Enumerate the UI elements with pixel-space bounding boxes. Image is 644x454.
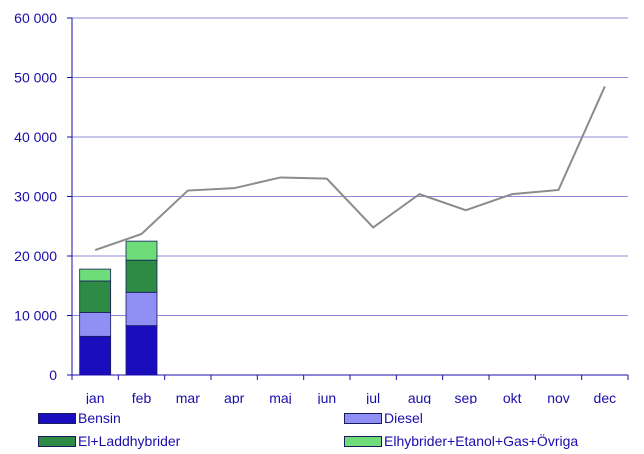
legend-swatch bbox=[344, 435, 382, 447]
bar-segment bbox=[79, 312, 112, 337]
x-tick-label: mar bbox=[176, 390, 200, 404]
legend-label: Diesel bbox=[384, 410, 423, 426]
x-tick-label: nov bbox=[547, 390, 570, 404]
legend-swatch bbox=[38, 412, 76, 424]
y-tick-label: 0 bbox=[49, 367, 57, 383]
y-tick-labels: 0 10 000 20 000 30 000 40 000 50 000 60 000 bbox=[14, 10, 57, 383]
legend-item-elhybrider-etanol-gas-ovriga: Elhybrider+Etanol+Gas+Övriga bbox=[344, 431, 578, 451]
x-tick-labels: jan feb mar apr maj jun jul aug sep okt nov dec bbox=[85, 390, 616, 404]
y-tick-label: 30 000 bbox=[14, 189, 57, 205]
x-tick-label: apr bbox=[224, 390, 245, 404]
legend: Bensin Diesel El+Laddhybrider Elhybrider… bbox=[0, 406, 644, 454]
legend-swatch bbox=[344, 412, 382, 424]
x-tick-label: sep bbox=[455, 390, 478, 404]
bar-segment bbox=[125, 325, 158, 376]
legend-label: El+Laddhybrider bbox=[78, 433, 181, 449]
bar-segment bbox=[125, 259, 158, 293]
bar-segment bbox=[125, 240, 158, 261]
x-tick-label: maj bbox=[269, 390, 292, 404]
chart: 0 10 000 20 000 30 000 40 000 50 000 60 000 ja… bbox=[14, 10, 629, 404]
y-tick-label: 20 000 bbox=[14, 248, 57, 264]
bar-segment bbox=[79, 268, 112, 282]
x-tick-label: okt bbox=[503, 390, 522, 404]
y-tick-label: 50 000 bbox=[14, 70, 57, 86]
legend-label: Bensin bbox=[78, 410, 121, 426]
legend-item-el-laddhybrider: El+Laddhybrider bbox=[38, 431, 180, 451]
x-tick-label: feb bbox=[132, 390, 152, 404]
y-tick-label: 60 000 bbox=[14, 10, 57, 26]
x-tick-label: jan bbox=[85, 390, 105, 404]
line-path bbox=[94, 86, 606, 251]
y-tick-label: 10 000 bbox=[14, 308, 57, 324]
bar-segment bbox=[79, 280, 112, 313]
axes bbox=[67, 17, 629, 380]
gridlines bbox=[72, 17, 628, 316]
x-tick-label: jul bbox=[365, 390, 380, 404]
legend-swatch bbox=[38, 435, 76, 447]
x-tick-label: aug bbox=[408, 390, 431, 404]
line-series bbox=[94, 86, 606, 251]
legend-item-bensin: Bensin bbox=[38, 408, 121, 428]
bars bbox=[79, 240, 158, 376]
x-tick-label: dec bbox=[594, 390, 617, 404]
bar-segment bbox=[79, 335, 112, 376]
x-tick-label: jun bbox=[316, 390, 336, 404]
bar-segment bbox=[125, 291, 158, 327]
legend-item-diesel: Diesel bbox=[344, 408, 423, 428]
legend-label: Elhybrider+Etanol+Gas+Övriga bbox=[384, 433, 579, 449]
y-tick-label: 40 000 bbox=[14, 129, 57, 145]
